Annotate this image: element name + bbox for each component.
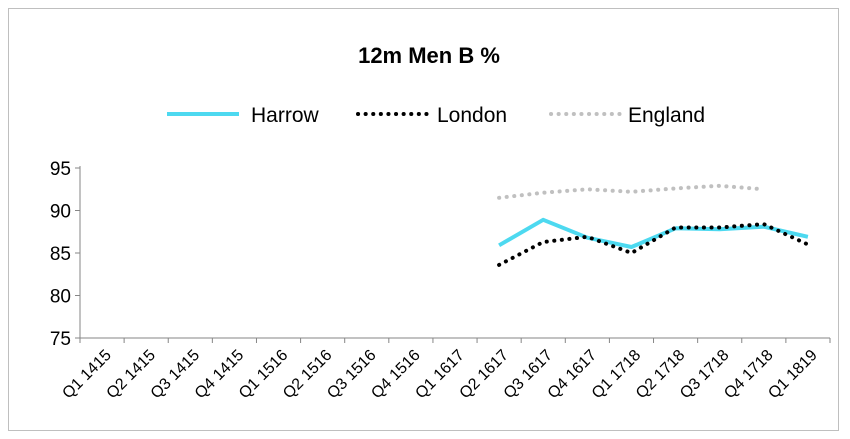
y-tick-label: 75 xyxy=(50,329,71,350)
series-line-england xyxy=(497,183,766,200)
legend-label-london: London xyxy=(437,104,507,127)
legend-label-england: England xyxy=(628,104,705,127)
x-tick-label: Q1 1819 xyxy=(765,347,820,402)
series-line-harrow xyxy=(498,217,809,249)
chart-frame xyxy=(8,8,839,431)
y-tick-label: 90 xyxy=(50,202,71,223)
y-tick-label: 95 xyxy=(50,159,71,180)
chart-title: 12m Men B % xyxy=(358,43,500,68)
plot-area xyxy=(497,183,810,267)
legend-label-harrow: Harrow xyxy=(251,104,320,127)
legend: Harrow London England xyxy=(167,104,705,127)
y-tick-label: 80 xyxy=(50,287,71,308)
y-tick-label: 85 xyxy=(50,244,71,265)
series-line-london xyxy=(497,222,810,267)
